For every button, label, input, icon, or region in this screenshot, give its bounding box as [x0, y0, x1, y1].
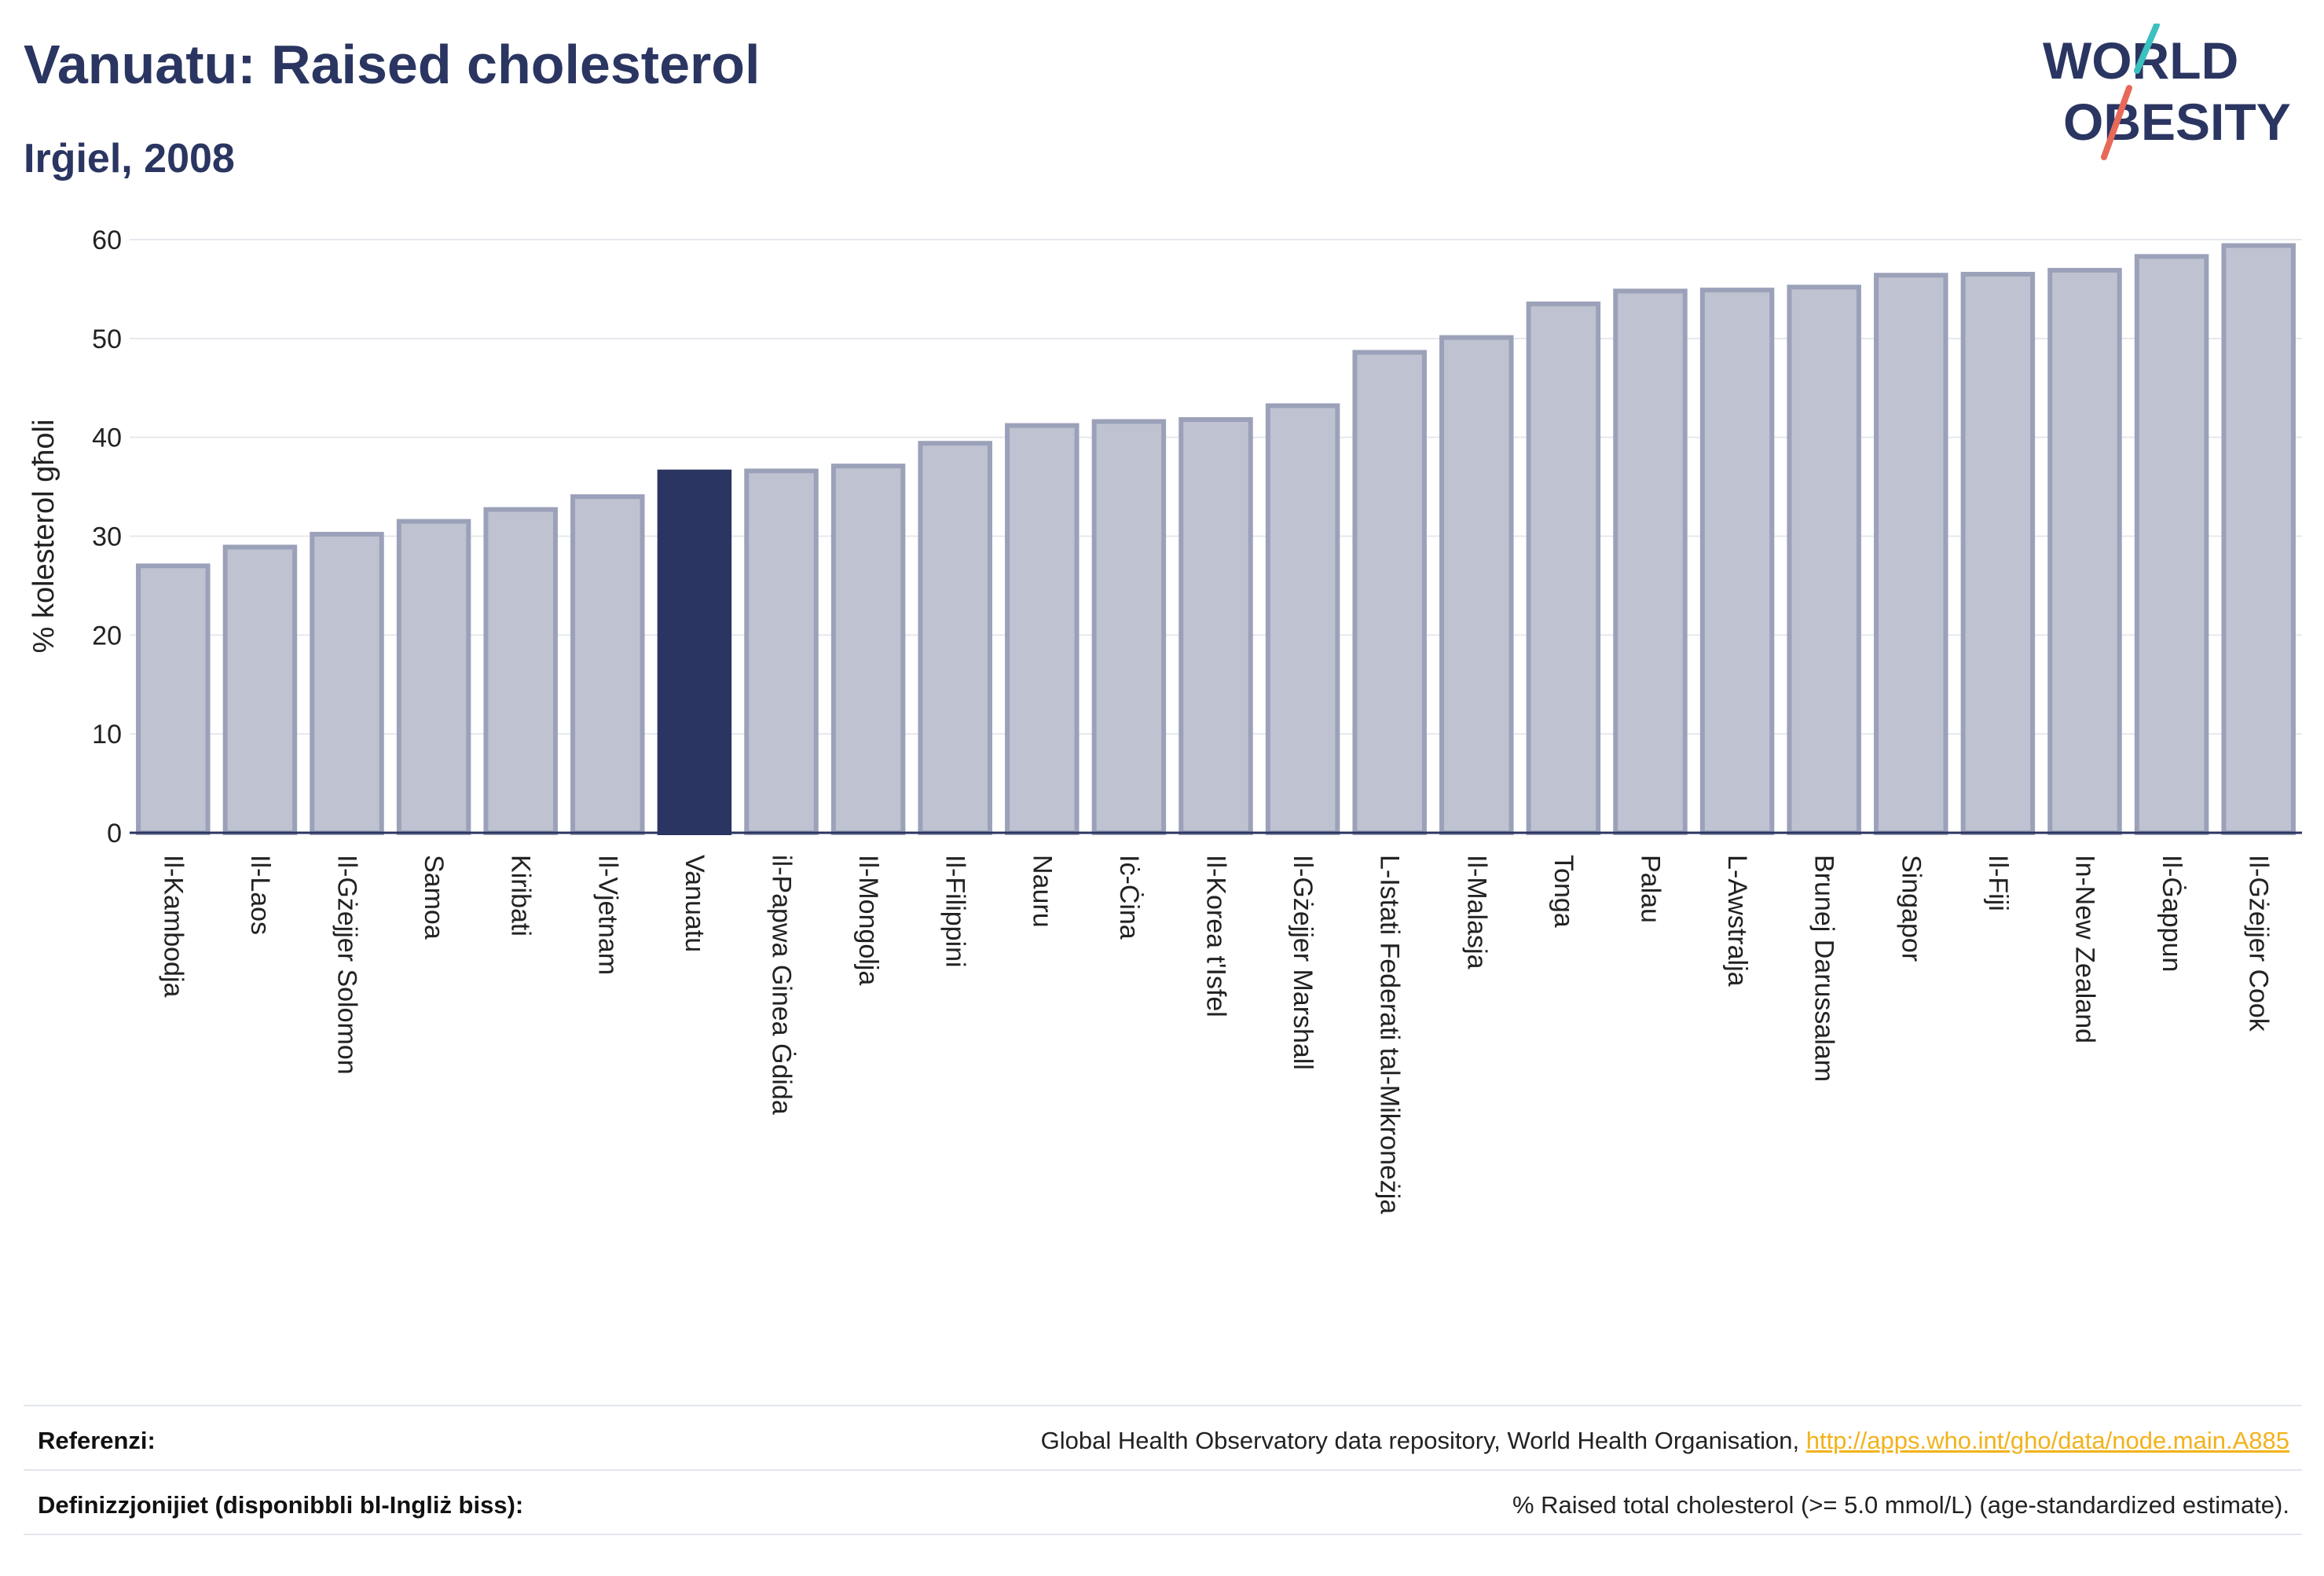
bar[interactable]: [570, 494, 645, 836]
x-tick-label: Singapor: [1896, 855, 1926, 962]
x-tick-label: Il-Mongolja: [853, 855, 883, 985]
bar-chart: 0 10 20 30 40 50 60 Il-Kambodja Il-Laos Il-Gżejj…: [27, 225, 2302, 1214]
x-tick-label: Il-Filippini: [940, 855, 970, 968]
bar[interactable]: [1787, 284, 1861, 835]
x-tick-label: Brunej Darussalam: [1809, 855, 1839, 1082]
bar[interactable]: [1960, 272, 2036, 835]
y-tick-label: 50: [92, 324, 122, 354]
bar[interactable]: [483, 507, 558, 836]
x-tick-label: Il-Gżejjer Marshall: [1288, 855, 1318, 1070]
x-tick-label: Il-Vjetnam: [592, 855, 622, 975]
y-tick-label: 0: [107, 819, 122, 848]
bar[interactable]: [310, 531, 384, 835]
bar[interactable]: [1874, 273, 1948, 835]
x-tick-label: il-Papwa Ginea Ġdida: [767, 855, 797, 1115]
chart-subtitle: Irġiel, 2008: [24, 136, 235, 181]
bar[interactable]: [2134, 254, 2209, 835]
references-value: Global Health Observatory data repositor…: [1041, 1427, 2289, 1455]
y-axis-label: % kolesterol għoli: [27, 420, 60, 654]
bar[interactable]: [2221, 243, 2296, 835]
bar[interactable]: [1178, 417, 1253, 835]
definitions-label: Definizzjonijiet (disponibbli bl-Ingliż …: [38, 1491, 524, 1519]
x-tick-label: L-Awstralja: [1722, 855, 1752, 987]
bar[interactable]: [2047, 268, 2122, 835]
chart-title: Vanuatu: Raised cholesterol: [24, 34, 761, 95]
y-tick-label: 20: [92, 621, 122, 651]
bar[interactable]: [918, 441, 992, 835]
x-axis-labels: Il-Kambodja Il-Laos Il-Gżejjer Solomon Samo…: [158, 855, 2273, 1214]
bar[interactable]: [1699, 288, 1775, 835]
x-tick-label: Il-Korea t'Isfel: [1201, 855, 1231, 1017]
bar[interactable]: [222, 544, 298, 835]
bar[interactable]: [136, 563, 211, 835]
logo-line2: OBESITY: [2063, 93, 2291, 151]
x-tick-label: L-Istati Federati tal-Mikroneżja: [1375, 855, 1405, 1214]
world-obesity-logo[interactable]: WORLD OBESITY: [2043, 22, 2310, 165]
x-tick-label: Palau: [1636, 855, 1666, 923]
x-tick-label: Il-Gżejjer Solomon: [332, 855, 362, 1075]
x-tick-label: Kiribati: [506, 855, 536, 936]
x-tick-label: Vanuatu: [680, 855, 709, 952]
x-tick-label: Il-Laos: [245, 855, 275, 935]
x-tick-label: Iċ-Ċina: [1114, 855, 1144, 940]
x-tick-label: In-New Zealand: [2070, 855, 2100, 1043]
y-tick-label: 60: [92, 225, 122, 255]
y-tick-label: 10: [92, 720, 122, 750]
x-tick-label: Il-Fiji: [1983, 855, 2013, 911]
references-link[interactable]: http://apps.who.int/gho/data/node.main.A…: [1805, 1427, 2289, 1454]
x-tick-label: Nauru: [1027, 855, 1057, 928]
x-tick-label: Il-Ġappun: [2157, 855, 2187, 972]
bar[interactable]: [396, 519, 471, 835]
y-tick-label: 30: [92, 522, 122, 552]
bar[interactable]: [1091, 419, 1167, 835]
x-tick-label: Il-Kambodja: [158, 855, 188, 998]
bar[interactable]: [1265, 403, 1340, 835]
bar[interactable]: [1005, 423, 1080, 835]
footer-divider-bottom: [24, 1534, 2302, 1535]
bar[interactable]: [1352, 350, 1427, 835]
definitions-value: % Raised total cholesterol (>= 5.0 mmol/…: [1512, 1491, 2289, 1519]
bar[interactable]: [1613, 288, 1688, 835]
footer-divider-top: [24, 1405, 2302, 1406]
x-tick-label: Tonga: [1549, 855, 1578, 928]
bar[interactable]: [744, 468, 819, 835]
bar[interactable]: [1526, 301, 1601, 835]
footer-divider-middle: [24, 1469, 2302, 1471]
y-axis-ticks: 0 10 20 30 40 50 60: [92, 225, 122, 848]
bar[interactable]: [830, 464, 906, 835]
x-tick-label: Il-Gżejjer Cook: [2244, 855, 2274, 1032]
references-text: Global Health Observatory data repositor…: [1040, 1427, 1806, 1454]
references-label: Referenzi:: [38, 1427, 156, 1454]
x-tick-label: Samoa: [419, 855, 449, 940]
bar[interactable]: [1439, 335, 1514, 835]
bar[interactable]: [657, 469, 732, 835]
bars: [136, 243, 2296, 836]
x-tick-label: Il-Malasja: [1461, 855, 1491, 969]
logo-mark: WORLD OBESITY: [2043, 22, 2291, 160]
y-tick-label: 40: [92, 423, 122, 453]
